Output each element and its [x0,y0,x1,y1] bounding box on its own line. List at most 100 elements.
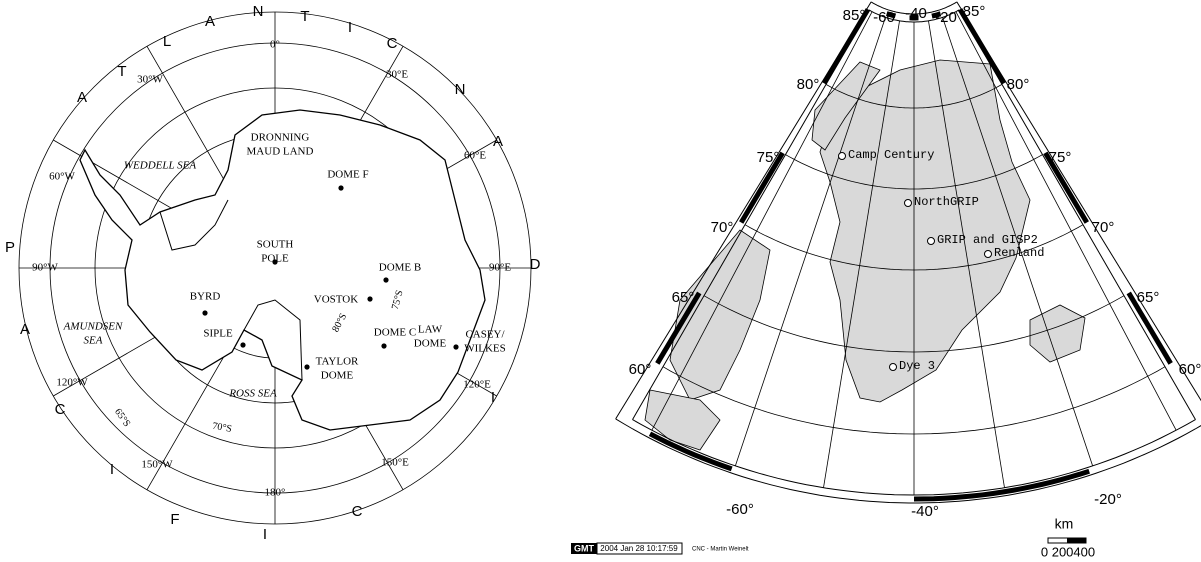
place-label: BYRD [190,291,221,303]
bottom-label: -40° [911,503,939,520]
place-label: SOUTH [257,239,294,251]
ocean-letter: A [493,133,503,150]
site-label: GRIP and GISP2 [937,233,1038,247]
meridian-label: 90°E [489,262,511,274]
left-label: 60° [629,361,652,378]
site [905,200,912,207]
ocean-letter: I [491,389,495,406]
sea-label: AMUNDSEN [63,321,123,333]
place-label: MAUD LAND [247,146,314,158]
meridian-label: 90°W [32,262,58,274]
ocean-letter: A [20,321,30,338]
logo: GMT [574,543,594,553]
site [985,251,992,258]
footer: GMT 2004 Jan 28 10:17:59 CNC - Martin We… [571,543,749,554]
top-label: 85° [963,3,986,20]
site-label: Renland [994,246,1044,260]
place-label: CASEY/ [465,329,505,341]
site-dot [272,259,277,264]
right-label: 70° [1092,219,1115,236]
ocean-letter: P [5,239,15,256]
land [820,60,1030,402]
place-label: TAYLOR [316,356,359,368]
left-label: 75° [757,149,780,166]
ocean-letter: T [300,8,309,25]
ocean-letter: T [117,63,126,80]
ocean-letter: A [205,13,215,30]
place-label: SIPLE [203,328,233,340]
latitude-label: 65°S [112,407,132,429]
top-label: -20 [935,9,957,26]
sea-label: WEDDELL SEA [124,160,196,172]
top-label: 85° [843,7,866,24]
site-label: Camp Century [848,148,934,162]
latitude-label: 70°S [211,421,232,435]
ocean-letter: C [352,503,363,520]
place-label: DOME C [374,327,416,339]
meridian-label: 0° [270,39,280,51]
place-label: WILKES [464,343,506,355]
right-label: 65° [1137,289,1160,306]
site-dot [304,364,309,369]
site-label: Dye 3 [899,359,935,373]
bottom-label: -20° [1094,491,1122,508]
place-label: DRONNING [251,132,310,144]
right-label: 80° [1007,76,1030,93]
site-label: NorthGRIP [914,195,979,209]
right-label: 60° [1179,361,1201,378]
place-label: VOSTOK [314,294,358,306]
site-dot [367,296,372,301]
ocean-letter: A [77,89,87,106]
ocean-letter: I [110,461,114,478]
ocean-letter: N [253,3,264,20]
scale-unit: km [1055,516,1074,532]
left-label: 70° [711,219,734,236]
site-dot [453,344,458,349]
site-dot [383,277,388,282]
right-label: 75° [1049,149,1072,166]
map-figure: 0° 30°E 60°E 90°E 120°E 150°E 180° 150°W 120°W 90… [0,0,1201,562]
meridian-label: 30°E [386,69,408,81]
meridian [652,12,872,431]
credit: CNC - Martin Weinelt [692,547,749,553]
site-dot [338,185,343,190]
antarctica-coast [80,110,485,430]
site-dot [381,343,386,348]
scale-labels: 0 200400 [1041,544,1095,559]
ocean-letter: F [170,511,179,528]
timestamp: 2004 Jan 28 10:17:59 [600,544,678,553]
page: { "antarctica_map": { "meridian_labels":… [0,0,1201,562]
place-label: DOME [321,370,354,382]
ocean-letter: D [530,256,541,273]
ocean-letter: N [455,81,466,98]
left-label: 65° [672,289,695,306]
ocean-letter: I [263,526,267,543]
site [890,364,897,371]
ocean-letter: I [348,19,352,36]
meridian-label: 120°E [463,379,491,391]
meridian-label: 150°E [381,457,409,469]
meridian-label: 120°W [56,377,88,389]
meridian-label: 150°W [141,459,173,471]
place-label: DOME [414,338,447,350]
ocean-letter: C [55,401,66,418]
top-label: -60 [873,9,895,26]
site-dot [240,342,245,347]
antarctica-map: 0° 30°E 60°E 90°E 120°E 150°E 180° 150°W 120°W 90… [5,3,541,543]
ocean-letter: L [163,33,171,50]
site [928,238,935,245]
site [839,153,846,160]
meridian-label: 180° [265,487,286,499]
meridian-label: 60°W [49,171,75,183]
site-dot [202,310,207,315]
greenland-map: 85° -60 -40 -20 85° 80° 75° 70° 65° 60° 80° 75° 70° 6… [616,2,1201,560]
left-label: 80° [797,76,820,93]
sea-label: SEA [84,335,103,347]
scale-bar [1067,538,1086,543]
meridian-label: 60°E [464,150,486,162]
place-label: LAW [418,324,443,336]
top-label: -40 [905,5,927,22]
place-label: DOME B [379,262,421,274]
place-label: DOME F [327,169,368,181]
ocean-letter: C [387,35,398,52]
